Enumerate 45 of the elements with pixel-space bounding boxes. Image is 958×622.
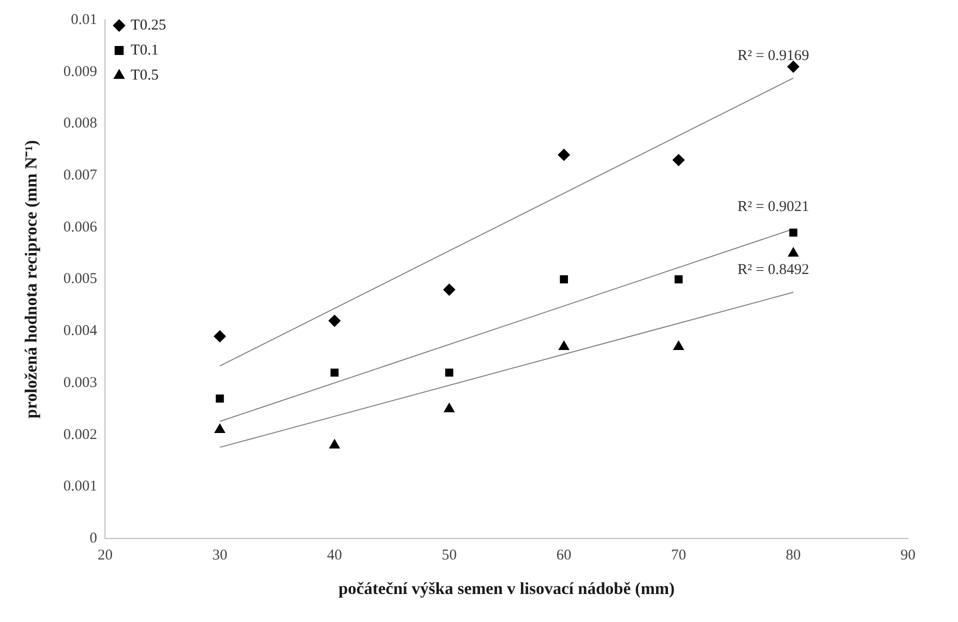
point	[672, 154, 685, 166]
point	[328, 314, 341, 327]
point	[789, 228, 798, 237]
legend-label: T0.5	[130, 67, 159, 84]
x-tick-label: 20	[98, 548, 113, 564]
point	[330, 368, 339, 377]
point	[216, 394, 224, 403]
point	[788, 247, 799, 257]
y-tick-label: 0.009	[63, 64, 98, 80]
legend-label: T0.25	[130, 17, 166, 34]
point	[560, 275, 568, 284]
x-tick-label: 60	[556, 548, 572, 564]
point	[558, 148, 570, 161]
y-tick-label: 0.006	[63, 219, 98, 236]
y-axis-title: proložená hodnota reciproce (mm N⁻¹)	[22, 140, 41, 418]
y-tick-label: 0.003	[63, 374, 98, 391]
x-tick-label: 70	[671, 548, 686, 564]
x-axis-title: počáteční výška semen v lisovací nádobě (mm)	[338, 579, 675, 598]
annotation: R² = 0.9021	[737, 198, 810, 215]
y-tick-label: 0.01	[70, 12, 98, 28]
y-tick-label: 0.001	[63, 478, 98, 495]
annotation: R² = 0.9169	[737, 48, 810, 64]
y-tick-label: 0.004	[63, 323, 98, 340]
point	[214, 424, 226, 433]
point	[444, 402, 454, 412]
annotation: R² = 0.8492	[737, 262, 810, 278]
x-tick-label: 40	[327, 548, 342, 564]
point	[558, 340, 570, 350]
x-tick-label: 30	[212, 548, 228, 564]
y-tick-label: 0.005	[63, 271, 98, 288]
x-tick-label: 90	[900, 548, 916, 564]
y-tick-label: 0.008	[63, 116, 98, 132]
point	[673, 340, 684, 350]
x-tick-label: 50	[442, 548, 457, 564]
legend-label: T0.1	[130, 42, 159, 58]
point	[445, 368, 454, 377]
y-tick-label: 0.002	[63, 426, 98, 443]
point	[674, 275, 683, 284]
x-tick-label: 80	[786, 548, 801, 564]
point	[787, 60, 800, 73]
point	[443, 284, 456, 296]
point	[329, 439, 340, 448]
y-tick-label: 0.007	[63, 168, 98, 184]
y-tick-label: 0	[90, 530, 98, 547]
point	[214, 330, 226, 342]
